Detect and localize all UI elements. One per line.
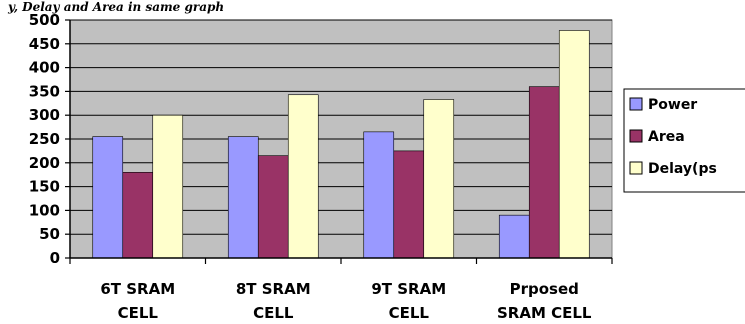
y-tick-label: 100 — [29, 201, 60, 219]
bar-power-2 — [227, 136, 259, 259]
x-axis-category-labels: 6T SRAM CELL 8T SRAM CELL 9T SRAM CELL Prposed… — [100, 280, 592, 322]
bar-delay-ps-3 — [423, 99, 455, 259]
y-tick-label: 200 — [29, 154, 60, 172]
category-label: CELL — [253, 304, 294, 322]
legend-label: Delay(ps — [648, 161, 717, 177]
y-tick-label: 0 — [50, 249, 60, 267]
y-tick-label: 500 — [29, 11, 60, 29]
bar-delay-ps-4 — [558, 30, 590, 259]
category-label: CELL — [389, 304, 430, 322]
y-tick-label: 250 — [29, 130, 60, 148]
bar-power-1 — [92, 136, 124, 259]
bars — [92, 30, 590, 259]
bar-delay-ps-1 — [152, 114, 184, 259]
bar-area-4 — [528, 86, 560, 259]
category-label: 9T SRAM — [371, 280, 446, 298]
y-tick-label: 150 — [29, 178, 60, 196]
category-label: SRAM CELL — [497, 304, 592, 322]
category-label: 8T SRAM — [236, 280, 311, 298]
legend-box — [623, 88, 745, 193]
bar-area-1 — [122, 172, 154, 259]
bar-power-3 — [363, 131, 395, 259]
axes — [65, 19, 613, 264]
bar-area-2 — [257, 155, 289, 259]
y-tick-label: 450 — [29, 35, 60, 53]
legend-swatch-delay-ps — [629, 161, 643, 175]
category-label: Prposed — [510, 280, 579, 298]
y-tick-label: 300 — [29, 106, 60, 124]
bar-power-4 — [498, 214, 530, 259]
category-label: 6T SRAM — [100, 280, 175, 298]
y-tick-label: 350 — [29, 82, 60, 100]
legend: Power Area Delay(ps — [623, 88, 745, 193]
y-axis-tick-labels: 0 50 100 150 200 250 300 350 400 450 500 — [29, 11, 60, 267]
legend-label: Area — [648, 129, 685, 145]
legend-swatch-area — [629, 129, 643, 143]
category-label: CELL — [118, 304, 159, 322]
top-caption: y, Delay and Area in same graph — [7, 0, 224, 14]
bar-area-3 — [393, 150, 425, 259]
bar-delay-ps-2 — [287, 94, 319, 259]
legend-label: Power — [648, 97, 697, 113]
legend-swatch-power — [629, 97, 643, 111]
y-tick-label: 400 — [29, 59, 60, 77]
y-tick-label: 50 — [39, 225, 60, 243]
